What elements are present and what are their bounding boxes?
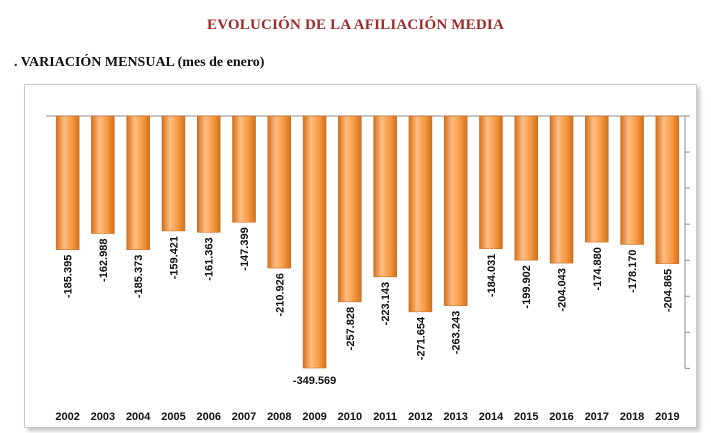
category-label-2011: 2011 bbox=[373, 411, 397, 423]
category-label-2015: 2015 bbox=[514, 411, 538, 423]
value-label-2018: -178.170 bbox=[627, 249, 639, 292]
bar-2014 bbox=[479, 115, 503, 249]
bar-2004 bbox=[126, 115, 150, 250]
category-label-2008: 2008 bbox=[267, 411, 291, 423]
category-label-2002: 2002 bbox=[55, 411, 79, 423]
bar-2008 bbox=[267, 115, 292, 269]
value-label-2002: -185.395 bbox=[63, 255, 75, 298]
value-label-2017: -174.880 bbox=[592, 247, 604, 290]
value-label-2011: -223.143 bbox=[380, 282, 392, 325]
bar-2007 bbox=[232, 115, 256, 223]
chart-subtitle: . VARIACIÓN MENSUAL (mes de enero) bbox=[14, 55, 265, 70]
category-label-2005: 2005 bbox=[161, 411, 185, 423]
bar-2015 bbox=[514, 115, 538, 261]
value-label-2010: -257.828 bbox=[345, 307, 357, 350]
bar-2010 bbox=[338, 115, 362, 303]
category-label-2006: 2006 bbox=[197, 411, 221, 423]
value-label-2004: -185.373 bbox=[133, 255, 145, 298]
bar-2011 bbox=[373, 115, 397, 278]
bar-2013 bbox=[443, 115, 468, 307]
bars bbox=[55, 115, 680, 369]
value-labels: -185.395 -162.988 -185.373 -159.421 -161.363… bbox=[63, 227, 675, 387]
category-label-2019: 2019 bbox=[655, 411, 679, 423]
category-label-2010: 2010 bbox=[338, 411, 362, 423]
bar-2009 bbox=[302, 115, 327, 369]
category-label-2004: 2004 bbox=[126, 411, 151, 423]
value-label-2005: -159.421 bbox=[168, 236, 180, 279]
category-label-2007: 2007 bbox=[232, 411, 256, 423]
value-label-2009: -349.569 bbox=[293, 375, 336, 387]
category-labels: 2002 2003 2004 2005 2006 2007 2008 2009 2010 2011… bbox=[55, 411, 679, 423]
category-label-2013: 2013 bbox=[443, 411, 467, 423]
value-label-2012: -271.654 bbox=[415, 316, 427, 360]
value-label-2019: -204.865 bbox=[662, 269, 674, 312]
category-label-2009: 2009 bbox=[302, 411, 326, 423]
category-label-2016: 2016 bbox=[549, 411, 573, 423]
category-label-2018: 2018 bbox=[620, 411, 644, 423]
bar-2019 bbox=[655, 115, 680, 264]
value-label-2008: -210.926 bbox=[274, 273, 286, 316]
value-label-2015: -199.902 bbox=[521, 265, 533, 308]
bar-2005 bbox=[161, 115, 186, 232]
bar-2006 bbox=[197, 115, 221, 233]
chart-frame: -185.395 -162.988 -185.373 -159.421 -161.363… bbox=[24, 84, 697, 428]
value-label-2007: -147.399 bbox=[239, 227, 251, 270]
bar-2012 bbox=[408, 115, 433, 313]
category-label-2017: 2017 bbox=[585, 411, 609, 423]
bar-2016 bbox=[549, 115, 574, 264]
chart-title: EVOLUCIÓN DE LA AFILIACIÓN MEDIA bbox=[207, 17, 504, 33]
bar-2003 bbox=[91, 115, 115, 234]
bar-chart: -185.395 -162.988 -185.373 -159.421 -161.363… bbox=[46, 115, 690, 423]
bar-2017 bbox=[585, 115, 609, 243]
category-label-2003: 2003 bbox=[91, 411, 115, 423]
category-label-2012: 2012 bbox=[408, 411, 432, 423]
value-label-2013: -263.243 bbox=[451, 311, 463, 354]
value-label-2016: -204.043 bbox=[557, 268, 569, 311]
value-label-2006: -161.363 bbox=[204, 237, 216, 280]
bar-2002 bbox=[55, 115, 80, 250]
category-label-2014: 2014 bbox=[479, 411, 504, 423]
value-label-2014: -184.031 bbox=[486, 254, 498, 297]
value-label-2003: -162.988 bbox=[98, 239, 110, 282]
axes bbox=[46, 115, 690, 369]
bar-2018 bbox=[620, 115, 644, 245]
